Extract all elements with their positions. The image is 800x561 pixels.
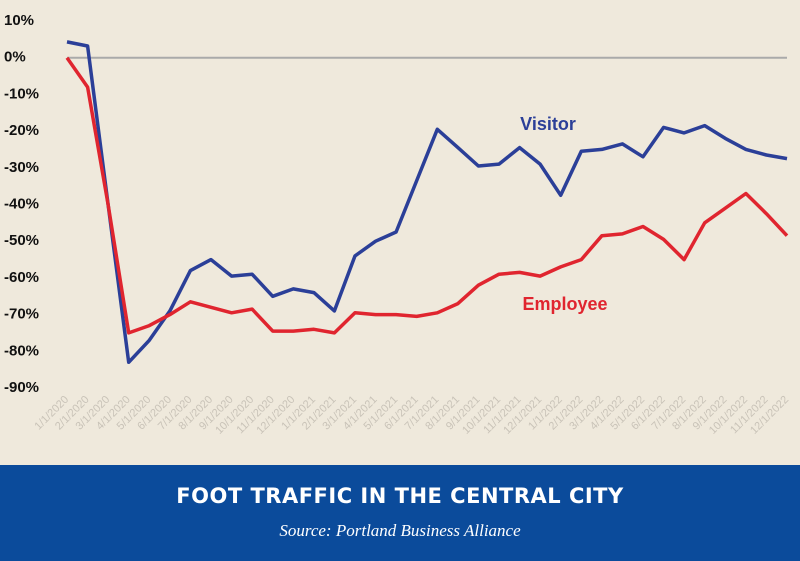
y-tick-label: -20% [4,122,39,139]
series-line [65,56,789,335]
y-tick-label: -80% [4,342,39,359]
y-tick-label: -50% [4,232,39,249]
y-tick-label: -90% [4,379,39,396]
y-tick-label: -40% [4,195,39,212]
footer-band [0,465,800,561]
y-tick-label: -10% [4,85,39,102]
y-tick-label: -30% [4,159,39,176]
series-label: Visitor [520,114,576,134]
series-label: Employee [522,294,607,314]
y-tick-label: -70% [4,306,39,323]
y-tick-label: 0% [4,49,26,66]
y-tick-label: 10% [4,12,34,29]
y-tick-label: -60% [4,269,39,286]
series-line [66,40,788,365]
chart-subtitle: Source: Portland Business Alliance [279,521,521,540]
chart-title: FOOT TRAFFIC IN THE CENTRAL CITY [176,484,624,508]
